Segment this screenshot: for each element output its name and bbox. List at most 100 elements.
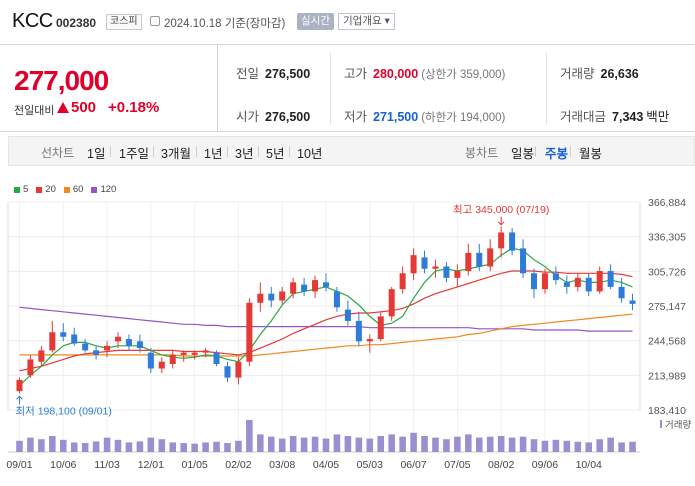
period-3y[interactable]: 3년 [235, 147, 254, 161]
change-amount: 500 [71, 99, 97, 116]
volume-bar [300, 437, 308, 452]
volume-bar [267, 436, 275, 452]
volume-bar [114, 439, 122, 452]
max-arrow-icon [497, 216, 505, 226]
ma60-line [19, 313, 633, 357]
candle-monthly[interactable]: 월봉 [579, 147, 603, 161]
candle-daily[interactable]: 일봉 [511, 147, 535, 161]
candle-body [410, 255, 417, 274]
period-1y[interactable]: 1년 [204, 147, 223, 161]
legend-swatch [14, 186, 20, 193]
volume-bar [38, 439, 45, 452]
divider [227, 146, 228, 157]
volume-bar [125, 442, 133, 452]
x-tick-label: 09/06 [532, 459, 558, 471]
stat-label: 저가 [344, 110, 368, 124]
legend-ma20[interactable]: 20 [36, 184, 56, 195]
candle-weekly[interactable]: 주봉 [545, 147, 569, 161]
volume-bar [421, 436, 428, 452]
volume-bar [388, 434, 395, 452]
candle-body [202, 350, 209, 353]
stat-trade-amount: 거래대금 7,343 백만 [560, 106, 669, 125]
volume-bar [147, 437, 155, 452]
candle-body [629, 300, 636, 304]
candle-body [235, 361, 242, 378]
stat-sub: (상한가 359,000) [421, 69, 506, 81]
volume-bar [180, 443, 187, 452]
volume-bar [574, 441, 582, 452]
stat-label: 전일 [236, 67, 260, 81]
candle-body [443, 266, 450, 278]
legend-ma120[interactable]: 120 [91, 184, 116, 195]
volume-bar [596, 439, 603, 452]
x-tick-label: 10/06 [50, 459, 76, 471]
candle-body [38, 350, 45, 362]
candle-body [268, 293, 275, 301]
y-tick-label: 244,568 [648, 336, 686, 348]
y-tick-label: 213,989 [648, 370, 686, 382]
candle-body [596, 271, 603, 292]
volume-bar [443, 439, 450, 452]
volume-bar [585, 442, 593, 452]
period-5y[interactable]: 5년 [266, 147, 285, 161]
legend-ma60[interactable]: 60 [63, 184, 84, 195]
candle-body [520, 248, 527, 274]
candle-body [366, 339, 373, 342]
stat-label: 거래대금 [560, 110, 607, 124]
volume-bar [410, 432, 417, 452]
volume-bar [508, 437, 516, 452]
volume-bar [475, 437, 483, 452]
period-10y[interactable]: 10년 [297, 147, 323, 161]
candle-body [322, 282, 330, 287]
legend-label: 5 [23, 184, 29, 195]
legend-label: 20 [45, 184, 56, 195]
divider [330, 53, 331, 125]
x-tick-label: 09/01 [6, 459, 32, 471]
market-badge: 코스피 [106, 14, 142, 30]
volume-bar [224, 443, 231, 452]
period-1w[interactable]: 1주일 [119, 147, 149, 161]
legend-label: 60 [72, 184, 84, 195]
stock-chart[interactable]: 366,884 336,305 305,726 275,147 244,568 213,9… [0, 190, 695, 486]
divider [535, 146, 536, 157]
x-tick-label: 02/02 [225, 459, 251, 471]
candle-body [585, 277, 592, 292]
change-rate: +0.18% [108, 99, 160, 116]
volume-bar [311, 436, 319, 452]
volume-bar [246, 420, 253, 452]
x-tick-label: 08/02 [488, 459, 514, 471]
legend-ma5[interactable]: 5 [14, 184, 28, 195]
volume-bar [103, 437, 111, 452]
period-1d[interactable]: 1일 [87, 147, 106, 161]
period-3m[interactable]: 3개월 [161, 147, 191, 161]
volume-bar [465, 434, 472, 452]
candle-body [607, 271, 614, 287]
candle-body [279, 291, 286, 301]
volume-bar [563, 440, 571, 452]
volume-bar [191, 443, 198, 452]
volume-bar [278, 438, 286, 452]
candle-body [574, 277, 581, 287]
volume-bar [322, 438, 330, 452]
candle-body [158, 361, 165, 369]
volume-bar [355, 437, 363, 452]
company-overview-dropdown[interactable]: 기업개요 ▾ [338, 13, 395, 30]
candle-body [125, 339, 132, 346]
candle-body [191, 352, 198, 355]
candle-body [399, 273, 406, 290]
volume-legend-swatch [660, 420, 662, 428]
candle-body [213, 352, 220, 364]
divider [570, 146, 571, 157]
volume-bar [607, 437, 614, 452]
ma20-line [19, 270, 633, 372]
base-date: 2024.10.18 기준(장마감) [164, 18, 286, 30]
candle-body [60, 332, 67, 337]
volume-bar [366, 438, 374, 452]
realtime-button[interactable]: 실시간 [297, 13, 334, 30]
candle-body [312, 280, 319, 292]
candle-body [454, 271, 461, 278]
candle-body [301, 284, 308, 292]
candle-body [388, 289, 395, 317]
x-tick-label: 01/05 [181, 459, 207, 471]
volume-bar [377, 436, 385, 452]
